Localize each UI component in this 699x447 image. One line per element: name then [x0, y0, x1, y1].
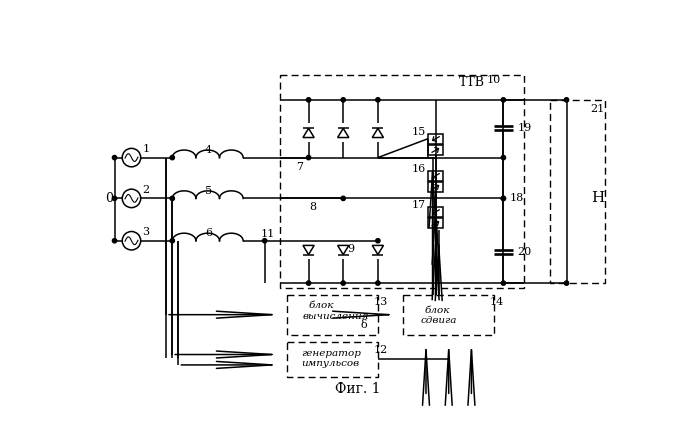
Circle shape: [501, 156, 505, 160]
Text: 20: 20: [517, 247, 531, 257]
Circle shape: [341, 196, 345, 201]
Text: 13: 13: [373, 297, 387, 308]
Text: 10: 10: [487, 75, 500, 85]
Text: сдвига: сдвига: [420, 316, 456, 325]
Text: ТТВ: ТТВ: [459, 76, 484, 89]
Text: блок: блок: [425, 306, 450, 315]
Bar: [287, 295, 378, 335]
Circle shape: [170, 196, 175, 201]
Text: 7: 7: [296, 162, 303, 172]
Bar: [428, 182, 443, 192]
Circle shape: [376, 98, 380, 102]
Text: вычисления: вычисления: [303, 312, 369, 320]
Bar: [280, 75, 524, 288]
Circle shape: [564, 281, 569, 285]
Text: 17: 17: [412, 200, 426, 211]
Circle shape: [501, 98, 505, 102]
Bar: [428, 219, 443, 228]
Text: 2: 2: [143, 185, 150, 195]
Circle shape: [564, 98, 569, 102]
Bar: [428, 134, 443, 144]
Text: 11: 11: [261, 229, 275, 239]
Text: 3: 3: [143, 227, 150, 237]
Circle shape: [306, 281, 311, 285]
Circle shape: [113, 239, 117, 243]
Text: 12: 12: [373, 345, 387, 355]
Bar: [549, 100, 605, 283]
Text: 8: 8: [309, 202, 316, 212]
Bar: [403, 295, 494, 335]
Circle shape: [341, 98, 345, 102]
Circle shape: [306, 156, 311, 160]
Circle shape: [501, 196, 505, 201]
Circle shape: [501, 196, 505, 201]
Text: 21: 21: [590, 104, 605, 114]
Circle shape: [170, 239, 175, 243]
Text: 9: 9: [347, 244, 354, 254]
Circle shape: [263, 239, 267, 243]
Text: Фиг. 1: Фиг. 1: [335, 382, 380, 396]
Bar: [287, 342, 378, 377]
Circle shape: [170, 156, 175, 160]
Text: 19: 19: [517, 123, 531, 133]
Bar: [428, 145, 443, 155]
Text: генератор: генератор: [301, 349, 361, 358]
Circle shape: [341, 281, 345, 285]
Text: 0: 0: [105, 192, 113, 205]
Circle shape: [113, 156, 117, 160]
Circle shape: [376, 281, 380, 285]
Circle shape: [113, 196, 117, 201]
Text: 5: 5: [205, 186, 212, 196]
Circle shape: [376, 239, 380, 243]
Circle shape: [306, 98, 311, 102]
Circle shape: [501, 281, 505, 285]
Text: импульсов: импульсов: [301, 359, 359, 368]
Text: δ: δ: [361, 320, 368, 330]
Bar: [428, 207, 443, 217]
Text: 4: 4: [205, 145, 212, 155]
Bar: [428, 171, 443, 181]
Text: 6: 6: [205, 228, 212, 238]
Text: 14: 14: [489, 297, 504, 308]
Text: Н: Н: [591, 191, 604, 206]
Text: 15: 15: [412, 127, 426, 137]
Text: 18: 18: [510, 194, 524, 203]
Text: блок: блок: [308, 301, 334, 310]
Text: 16: 16: [412, 164, 426, 174]
Text: 1: 1: [143, 144, 150, 154]
